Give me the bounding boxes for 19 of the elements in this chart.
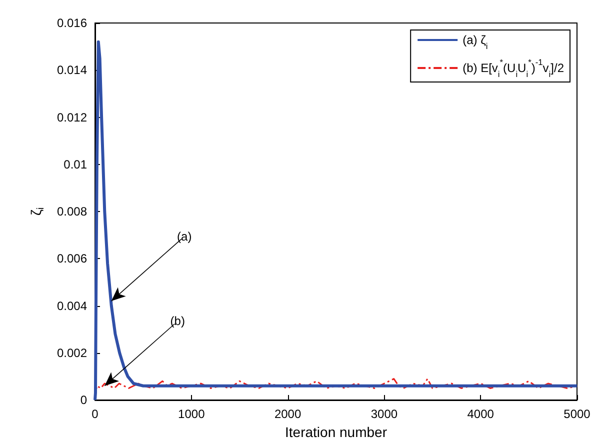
annotation: (a) xyxy=(177,229,192,244)
y-axis-title: ζi xyxy=(28,207,47,216)
x-tick-label: 3000 xyxy=(370,407,398,421)
y-tick-label: 0.01 xyxy=(64,157,88,172)
y-tick-label: 0.004 xyxy=(56,298,88,313)
x-tick-label: 4000 xyxy=(467,407,494,421)
x-axis-title: Iteration number xyxy=(285,424,388,440)
x-tick-label: 2000 xyxy=(274,407,302,421)
annotation: (b) xyxy=(170,314,185,328)
x-tick-label: 1000 xyxy=(178,407,206,421)
y-tick-label: 0.012 xyxy=(56,110,88,124)
y-tick-label: 0.014 xyxy=(56,63,88,78)
y-tick-label: 0.006 xyxy=(56,252,88,266)
y-tick-label: 0.008 xyxy=(56,204,88,218)
x-tick-label: 5000 xyxy=(564,407,591,421)
y-tick-label: 0.002 xyxy=(56,346,88,360)
y-tick-label: 0 xyxy=(80,393,88,407)
y-tick-label: 0.016 xyxy=(56,16,88,30)
x-tick-label: 0 xyxy=(92,407,99,421)
